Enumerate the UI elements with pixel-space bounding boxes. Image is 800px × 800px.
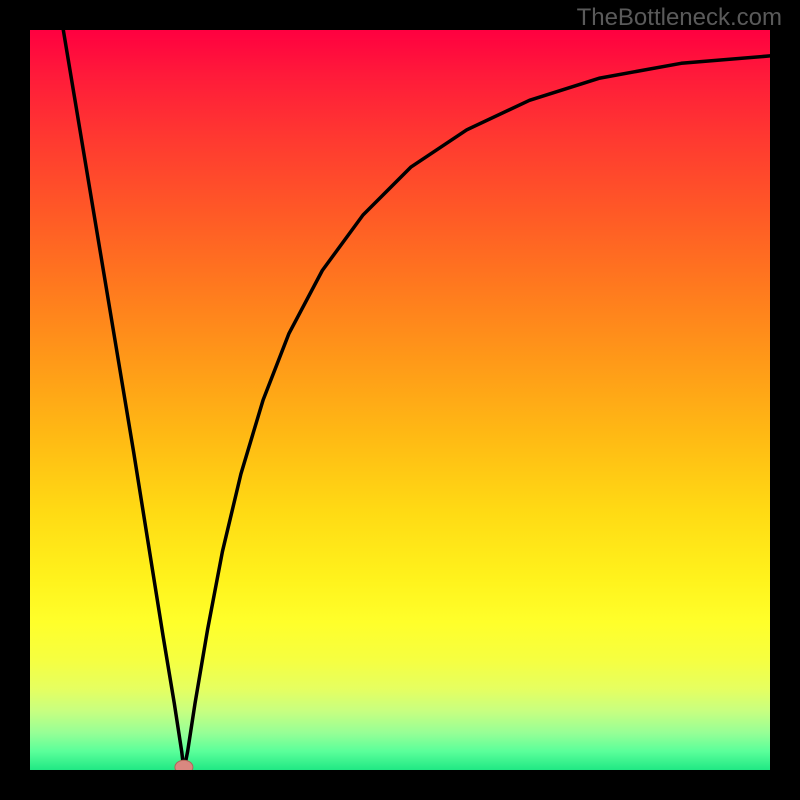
plot-area	[30, 30, 770, 770]
chart-root: TheBottleneck.com	[0, 0, 800, 800]
minimum-marker	[175, 760, 193, 770]
bottleneck-curve	[63, 30, 770, 770]
curve-svg	[30, 30, 770, 770]
watermark-text: TheBottleneck.com	[577, 4, 782, 32]
